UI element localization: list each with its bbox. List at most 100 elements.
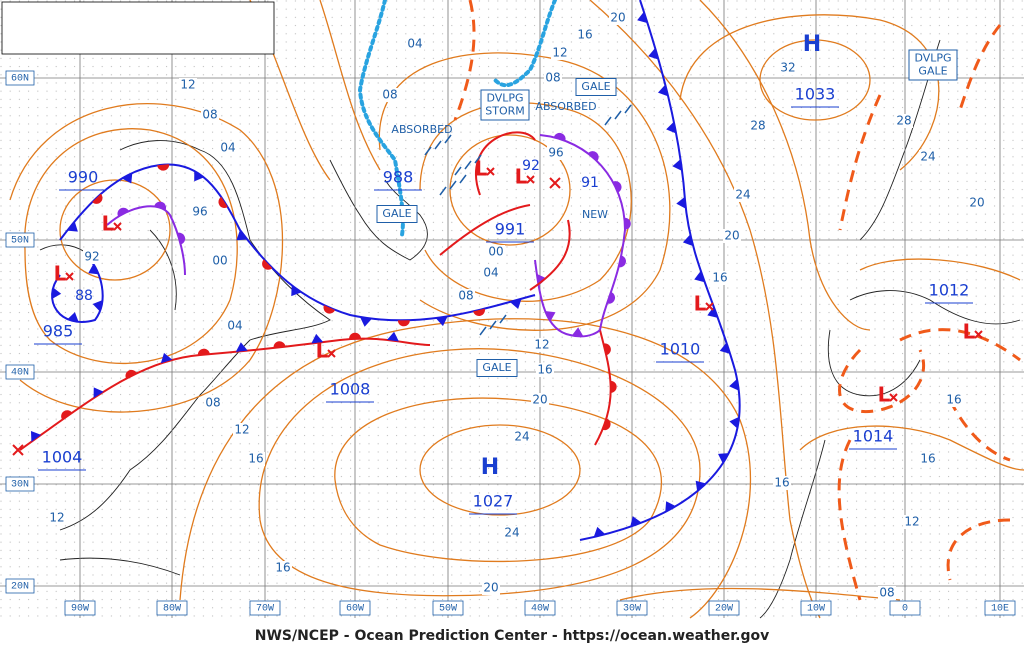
longitude-label: 30W [623, 604, 641, 615]
front-bump [607, 292, 616, 304]
isobar-label: 12 [234, 423, 249, 437]
isobar-label: 08 [202, 108, 217, 122]
low-symbol: L [515, 165, 528, 189]
front-barb [291, 285, 302, 297]
pressure-value: 88 [75, 288, 93, 304]
front-barb [729, 378, 739, 391]
pressure-value: 991 [495, 220, 526, 239]
isobar-label-bg [773, 476, 791, 490]
wind-barb [604, 104, 632, 126]
isobar-label: 20 [969, 196, 984, 210]
isobar-label: 24 [514, 430, 529, 444]
isobar [449, 134, 571, 246]
longitude-label: 40W [531, 604, 549, 615]
front-barb [657, 84, 669, 97]
front [579, 0, 741, 541]
front [19, 337, 431, 451]
longitude-label: 70W [256, 604, 274, 615]
isobar [378, 52, 671, 331]
front-barb [665, 501, 676, 512]
front-bump [349, 332, 362, 339]
front-bump [157, 164, 170, 171]
pressure-value: 91 [581, 175, 599, 191]
pressure-value: 92 [522, 158, 540, 174]
isobar-label: 24 [735, 188, 750, 202]
front-bump [218, 196, 228, 208]
isobar-label: 24 [504, 526, 519, 540]
isobar-label-bg [779, 61, 797, 75]
latitude-label: 40N [11, 368, 29, 379]
latitude-label-box [5, 70, 35, 86]
front-barb [30, 431, 42, 442]
low-center-mark [889, 393, 898, 402]
isobar-label: 12 [49, 511, 64, 525]
annotation-text: GALE [581, 80, 610, 93]
trough [958, 24, 1002, 111]
front-barb [571, 327, 584, 337]
wind-barb [424, 134, 452, 156]
isobar-label-bg [551, 46, 569, 60]
isobar-label-bg [219, 141, 237, 155]
isobar-label-bg [381, 88, 399, 102]
isobar-label: 28 [896, 114, 911, 128]
isobar [334, 397, 662, 563]
pressure-value: 990 [68, 168, 99, 187]
low-symbol: L [475, 157, 488, 181]
annotation-text: STORM [485, 105, 525, 118]
annotation-text: ABSORBED [535, 100, 596, 113]
annotation-text: NEW [582, 208, 608, 221]
isobar-label-bg [945, 393, 963, 407]
annotation-box [575, 78, 617, 96]
isobar-label: 20 [610, 11, 625, 25]
isobar [759, 39, 871, 121]
isobar-label: 08 [382, 88, 397, 102]
isobar-label-bg [544, 71, 562, 85]
front-barb [311, 333, 324, 344]
isobar-label: 16 [946, 393, 961, 407]
longitude-label-box [524, 600, 556, 616]
front-barb [707, 306, 718, 318]
low-center-mark [526, 175, 535, 184]
longitude-label-box [339, 600, 371, 616]
center-mark [12, 444, 24, 456]
front-bump [92, 193, 103, 204]
longitude-label: 20W [715, 604, 733, 615]
low-center-mark [705, 302, 714, 311]
isobar [9, 103, 284, 413]
high-symbol: H [803, 32, 821, 57]
isobar-label-bg [179, 78, 197, 92]
annotation-text: DVLPG [914, 52, 951, 65]
front-barb [544, 311, 556, 322]
annotation-text: GALE [482, 361, 511, 374]
front-bump [262, 259, 273, 270]
latitude-label: 20N [11, 582, 29, 593]
isobar-label: 04 [407, 37, 422, 51]
pressure-value: 1033 [795, 85, 836, 104]
front-bump [473, 308, 485, 316]
trough [838, 348, 926, 413]
front-bump [397, 320, 410, 327]
front-bump [177, 232, 186, 245]
isobar-label-bg [576, 28, 594, 42]
isobar-label: 08 [458, 289, 473, 303]
isobar-label-bg [878, 586, 896, 600]
isobar-label: 08 [879, 586, 894, 600]
isobar-label-bg [903, 515, 921, 529]
ice-edge [357, 0, 405, 237]
front-bump [603, 343, 611, 356]
longitude-label-box [708, 600, 740, 616]
center-mark [549, 177, 561, 189]
isobar-label-bg [536, 363, 554, 377]
isobar [589, 0, 821, 619]
isobar-label-bg [895, 114, 913, 128]
front-barb [695, 480, 707, 492]
longitude-label-box [432, 600, 464, 616]
isobar-label-bg [247, 452, 265, 466]
pressure-value: 1012 [929, 281, 970, 300]
wind-barb [439, 174, 467, 196]
isobar-label-bg [513, 430, 531, 444]
annotation-text: DVLPG [486, 92, 523, 105]
front [594, 329, 612, 446]
isobar-label: 08 [205, 396, 220, 410]
pressure-value: 1014 [853, 427, 894, 446]
